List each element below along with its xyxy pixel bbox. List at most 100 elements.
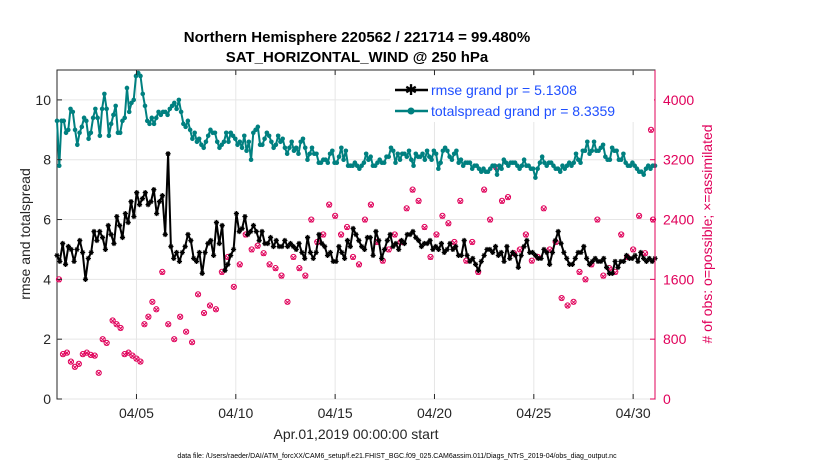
totalspread-point bbox=[618, 157, 624, 163]
totalspread-point bbox=[282, 145, 288, 151]
obs-possible-point bbox=[641, 250, 649, 257]
obs-assimilated-point bbox=[505, 195, 511, 201]
obs-assimilated-point bbox=[523, 232, 529, 238]
obs-possible-point bbox=[367, 201, 375, 208]
totalspread-point bbox=[305, 157, 310, 163]
obs-possible-point bbox=[91, 352, 98, 359]
rmse-point bbox=[88, 249, 94, 256]
rmse-point bbox=[410, 228, 416, 235]
totalspread-point bbox=[153, 115, 159, 121]
y-right-tick-label: 3200 bbox=[663, 152, 694, 168]
obs-assimilated-point bbox=[249, 247, 255, 253]
totalspread-point bbox=[341, 157, 346, 163]
totalspread-point bbox=[172, 100, 177, 106]
totalspread-point bbox=[88, 130, 94, 136]
rmse-point bbox=[450, 246, 456, 253]
rmse-point bbox=[142, 190, 148, 196]
rmse-point bbox=[447, 240, 453, 247]
rmse-point bbox=[490, 249, 496, 256]
totalspread-point bbox=[573, 151, 579, 157]
totalspread-point bbox=[97, 133, 103, 139]
rmse-point bbox=[171, 255, 177, 262]
obs-assimilated-point bbox=[213, 307, 219, 313]
obs-assimilated-point bbox=[440, 214, 445, 219]
rmse-point bbox=[62, 261, 69, 268]
legend-label-spread: totalspread grand pr = 8.3359 bbox=[431, 103, 615, 119]
rmse-point bbox=[643, 258, 650, 265]
rmse-point bbox=[512, 252, 519, 259]
rmse-point bbox=[564, 255, 570, 262]
rmse-point bbox=[433, 243, 439, 250]
rmse-point bbox=[193, 258, 200, 265]
totalspread-point bbox=[273, 142, 279, 148]
totalspread-point bbox=[614, 148, 619, 154]
rmse-point bbox=[561, 249, 567, 256]
obs-possible-point bbox=[290, 253, 297, 261]
totalspread-point bbox=[176, 97, 182, 103]
rmse-point bbox=[641, 255, 647, 262]
obs-assimilated-point bbox=[68, 359, 74, 365]
rmse-point bbox=[330, 258, 336, 265]
rmse-point bbox=[367, 234, 373, 241]
rmse-point bbox=[547, 261, 553, 268]
rmse-point bbox=[336, 243, 342, 250]
rmse-point bbox=[473, 261, 479, 268]
y-right-tick-label: 2400 bbox=[663, 212, 694, 228]
obs-possible-point bbox=[248, 246, 255, 253]
obs-possible-point bbox=[582, 276, 589, 283]
totalspread-point bbox=[445, 148, 450, 154]
rmse-point bbox=[242, 213, 248, 220]
totalspread-point bbox=[280, 136, 285, 142]
obs-possible-point bbox=[457, 197, 464, 204]
obs-possible-point bbox=[145, 313, 152, 320]
rmse-point bbox=[125, 219, 131, 226]
rmse-point bbox=[361, 246, 368, 253]
totalspread-point bbox=[309, 145, 315, 151]
totalspread-point bbox=[390, 148, 396, 154]
obs-assimilated-point bbox=[416, 199, 421, 204]
obs-assimilated-point bbox=[118, 325, 123, 331]
totalspread-point bbox=[395, 151, 401, 157]
totalspread-point bbox=[408, 157, 414, 163]
totalspread-point bbox=[436, 166, 441, 171]
rmse-point bbox=[629, 255, 635, 262]
obs-assimilated-point bbox=[273, 266, 278, 272]
obs-possible-point bbox=[528, 257, 535, 264]
rmse-point bbox=[265, 240, 271, 247]
totalspread-point bbox=[275, 133, 281, 139]
rmse-point bbox=[441, 249, 447, 256]
obs-assimilated-point bbox=[368, 202, 374, 208]
totalspread-point bbox=[343, 148, 349, 154]
totalspread-point bbox=[293, 145, 299, 151]
obs-assimilated-point bbox=[255, 244, 261, 249]
obs-assimilated-point bbox=[481, 188, 487, 193]
rmse-point bbox=[236, 228, 242, 235]
totalspread-point bbox=[248, 157, 254, 163]
obs-assimilated-point bbox=[177, 314, 183, 320]
rmse-point bbox=[131, 213, 137, 220]
obs-possible-point bbox=[194, 291, 202, 298]
totalspread-point bbox=[578, 160, 583, 166]
rmse-point bbox=[518, 252, 524, 259]
rmse-point bbox=[353, 231, 359, 238]
y-right-tick-label: 1600 bbox=[663, 271, 694, 287]
obs-possible-point bbox=[326, 201, 333, 208]
rmse-point bbox=[310, 255, 316, 262]
rmse-point bbox=[626, 255, 632, 262]
obs-assimilated-point bbox=[153, 307, 159, 313]
rmse-point bbox=[74, 246, 80, 253]
obs-possible-point bbox=[487, 216, 494, 223]
rmse-point bbox=[287, 240, 294, 247]
rmse-point bbox=[219, 222, 225, 229]
rmse-point bbox=[80, 249, 86, 256]
obs-assimilated-point bbox=[237, 262, 243, 268]
rmse-point bbox=[555, 228, 561, 235]
rmse-point bbox=[461, 237, 467, 244]
obs-assimilated-point bbox=[583, 277, 588, 283]
rmse-point bbox=[364, 234, 370, 241]
rmse-point bbox=[595, 258, 601, 265]
totalspread-point bbox=[104, 106, 109, 112]
rmse-point bbox=[276, 243, 282, 250]
obs-assimilated-point bbox=[344, 225, 350, 231]
obs-assimilated-point bbox=[261, 251, 266, 257]
